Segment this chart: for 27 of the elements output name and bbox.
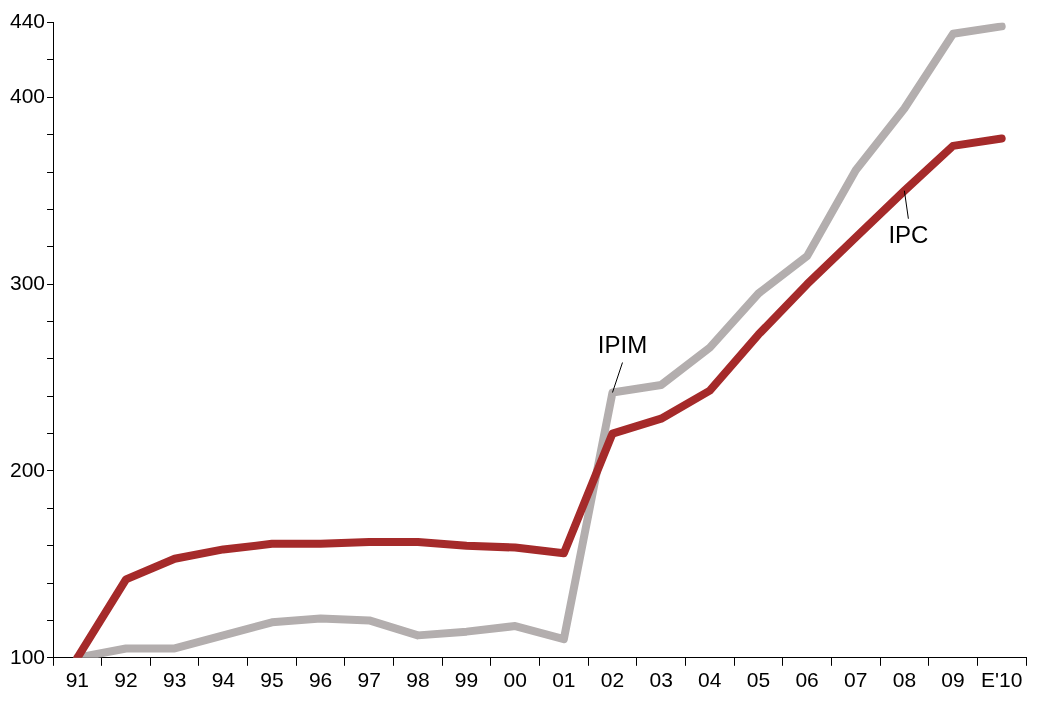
x-tick-label: 91 <box>65 668 90 692</box>
x-tick-label: 05 <box>746 668 771 692</box>
x-tick-label: 94 <box>211 668 236 692</box>
x-tick-label: 99 <box>454 668 479 692</box>
y-tick-label: 100 <box>9 644 46 668</box>
x-tick-label: 92 <box>114 668 138 692</box>
x-tick-label: 00 <box>503 668 527 692</box>
y-tick-label: 400 <box>9 84 46 108</box>
x-tick-label: E'10 <box>980 668 1023 692</box>
x-tick-label: 03 <box>649 668 673 692</box>
x-tick-label: 93 <box>162 668 187 692</box>
y-tick-label: 200 <box>9 457 46 481</box>
y-tick-label: 300 <box>9 270 46 294</box>
x-tick-label: 06 <box>795 668 819 692</box>
x-tick-label: 04 <box>698 668 722 692</box>
series-label: IPC <box>888 221 929 249</box>
x-tick-label: 96 <box>308 668 333 692</box>
x-tick-label: 98 <box>406 668 430 692</box>
series-label: IPIM <box>597 331 648 359</box>
x-tick-label: 08 <box>892 668 917 692</box>
x-tick-label: 01 <box>552 668 576 692</box>
x-tick-label: 97 <box>357 668 381 692</box>
y-tick-label: 440 <box>9 9 46 33</box>
x-tick-label: 95 <box>260 668 284 692</box>
x-tick-label: 02 <box>600 668 625 692</box>
x-tick-label: 09 <box>941 668 965 692</box>
x-tick-label: 07 <box>844 668 868 692</box>
